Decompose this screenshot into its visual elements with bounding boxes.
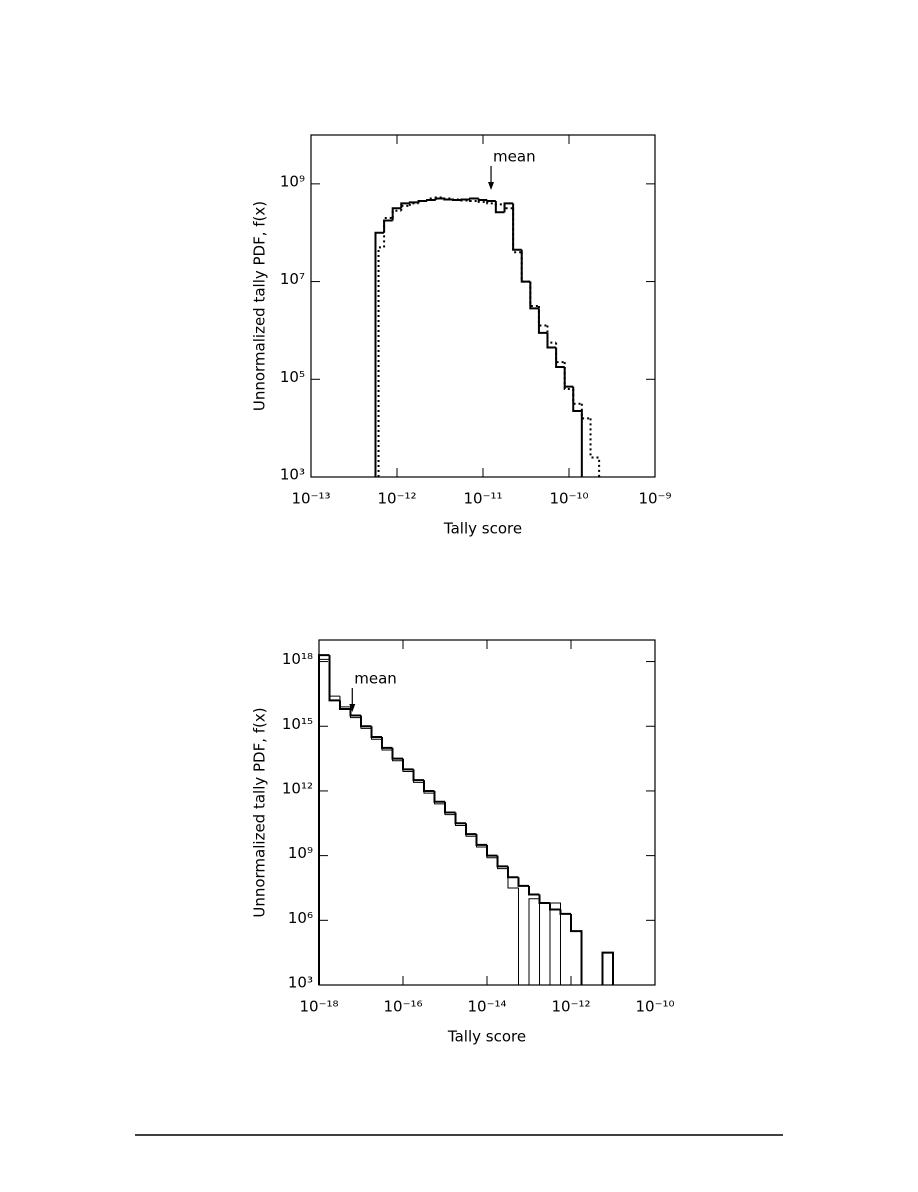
histogram-step [498,856,508,867]
x-tick-label: 10⁻¹² [377,490,416,508]
histogram-step [487,845,498,856]
histogram-step [410,203,419,205]
histogram-step [573,389,582,404]
y-tick-label: 10⁶ [288,909,313,927]
histogram-step [571,914,582,985]
x-axis-label: Tally score [443,520,522,538]
histogram-step [530,282,539,306]
x-axis-label: Tally score [447,1028,526,1046]
annotation: mean [354,670,397,688]
histogram-step [539,306,548,326]
histogram-step [530,282,539,309]
histogram-step [582,404,591,419]
histogram-step [547,333,556,348]
histogram-step [505,204,514,208]
y-tick-label: 10³ [280,466,305,484]
histogram-step [470,199,479,200]
histogram-step [382,737,393,748]
y-tick-label: 10¹² [282,779,313,797]
y-axis-label: Unnormalized tally PDF, f(x) [251,201,269,411]
x-tick-label: 10⁻⁹ [638,490,671,508]
x-tick-label: 10⁻¹⁰ [635,998,674,1016]
histogram-step [513,203,522,249]
histogram-step [456,813,466,824]
histogram-step [518,877,529,886]
histogram-step [560,910,571,914]
histogram-step [319,655,330,985]
histogram-step [550,903,561,985]
histogram-step [556,343,565,363]
histogram-step [375,233,384,477]
x-tick-label: 10⁻¹⁴ [467,998,506,1016]
histogram-step [479,199,488,200]
histogram-step [436,199,445,200]
histogram-step [573,387,582,477]
histogram-step [466,823,477,834]
histogram-step [330,655,340,700]
histogram-step [550,903,561,909]
annotation-arrowhead [488,182,494,190]
histogram-step [379,247,385,477]
histogram-step [565,362,574,389]
histogram-step [529,899,540,985]
plot-frame [319,640,655,985]
histogram-step [602,953,613,985]
y-tick-label: 10³ [288,974,313,992]
x-tick-label: 10⁻¹⁰ [549,490,588,508]
histogram-step [522,252,531,281]
histogram-step [540,894,550,903]
histogram-step [591,418,600,477]
histogram-step [508,866,519,877]
histogram-step [427,200,436,201]
x-tick-label: 10⁻¹⁶ [383,998,422,1016]
histogram-step [414,769,424,780]
histogram-step [361,715,372,726]
histogram-step [372,726,382,737]
histogram-step [565,367,574,387]
histogram-step [513,208,522,252]
y-tick-label: 10⁹ [280,172,305,190]
histogram-step [444,198,453,199]
plot-frame [311,135,655,477]
x-tick-label: 10⁻¹¹ [463,490,502,508]
y-axis-label: Unnormalized tally PDF, f(x) [251,707,269,917]
histogram-step [330,659,340,696]
x-tick-label: 10⁻¹³ [291,490,330,508]
histogram-step [487,200,496,201]
histogram-step [487,202,496,203]
annotation: mean [493,148,536,166]
histogram-step [556,348,565,368]
histogram-step [424,780,435,791]
histogram-step [547,326,556,343]
histogram-step [403,759,414,770]
histogram-step [479,201,488,202]
y-tick-label: 10⁷ [280,270,305,288]
histogram-step [401,206,410,211]
histogram-step [384,220,393,232]
histogram-step [340,700,351,709]
histogram-step [445,802,456,813]
histogram-step [522,250,531,282]
y-tick-label: 10¹⁸ [282,650,313,668]
x-tick-label: 10⁻¹² [551,998,590,1016]
histogram-step [434,791,445,802]
histogram-step [529,886,540,895]
x-tick-label: 10⁻¹⁸ [299,998,338,1016]
histogram-step [476,834,487,845]
histogram-step [393,211,402,218]
histogram-step [384,218,393,247]
y-tick-label: 10⁹ [288,844,313,862]
histogram-step [319,659,330,985]
histogram-step [496,201,505,212]
histogram-step [340,696,351,707]
histogram-step [496,203,505,204]
histogram-step [392,748,403,759]
histogram-step [539,308,548,332]
y-tick-label: 10¹⁵ [282,715,313,733]
y-tick-label: 10⁵ [280,368,305,386]
histogram-step [508,869,519,985]
